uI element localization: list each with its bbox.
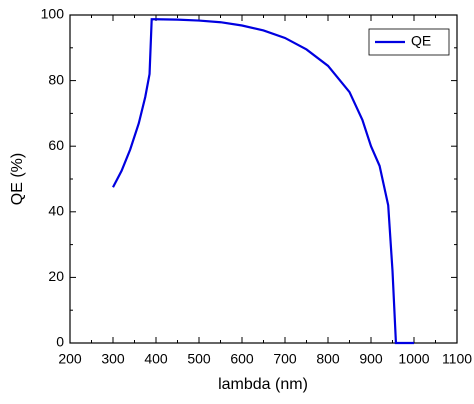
x-tick-label: 400	[144, 351, 168, 367]
y-tick-label: 60	[48, 137, 64, 153]
x-tick-label: 300	[101, 351, 125, 367]
plot-frame	[69, 14, 458, 344]
x-tick-label: 1000	[398, 351, 429, 367]
legend-label: QE	[411, 33, 431, 49]
x-axis-label: lambda (nm)	[218, 376, 308, 393]
x-tick-label: 200	[58, 351, 82, 367]
line	[112, 18, 414, 345]
x-tick-label: 500	[187, 351, 211, 367]
y-tick-label: 0	[56, 334, 64, 350]
y-tick-label: 20	[48, 268, 64, 284]
y-axis-label: QE (%)	[9, 153, 26, 205]
x-tick-label: 1100	[442, 351, 472, 367]
x-tick-label: 600	[230, 351, 254, 367]
y-tick-label: 40	[48, 203, 64, 219]
x-tick-label: 800	[316, 351, 340, 367]
y-tick-label: 100	[41, 6, 65, 22]
x-tick-label: 700	[273, 351, 297, 367]
y-tick-label: 80	[48, 71, 64, 87]
x-tick-label: 900	[359, 351, 383, 367]
